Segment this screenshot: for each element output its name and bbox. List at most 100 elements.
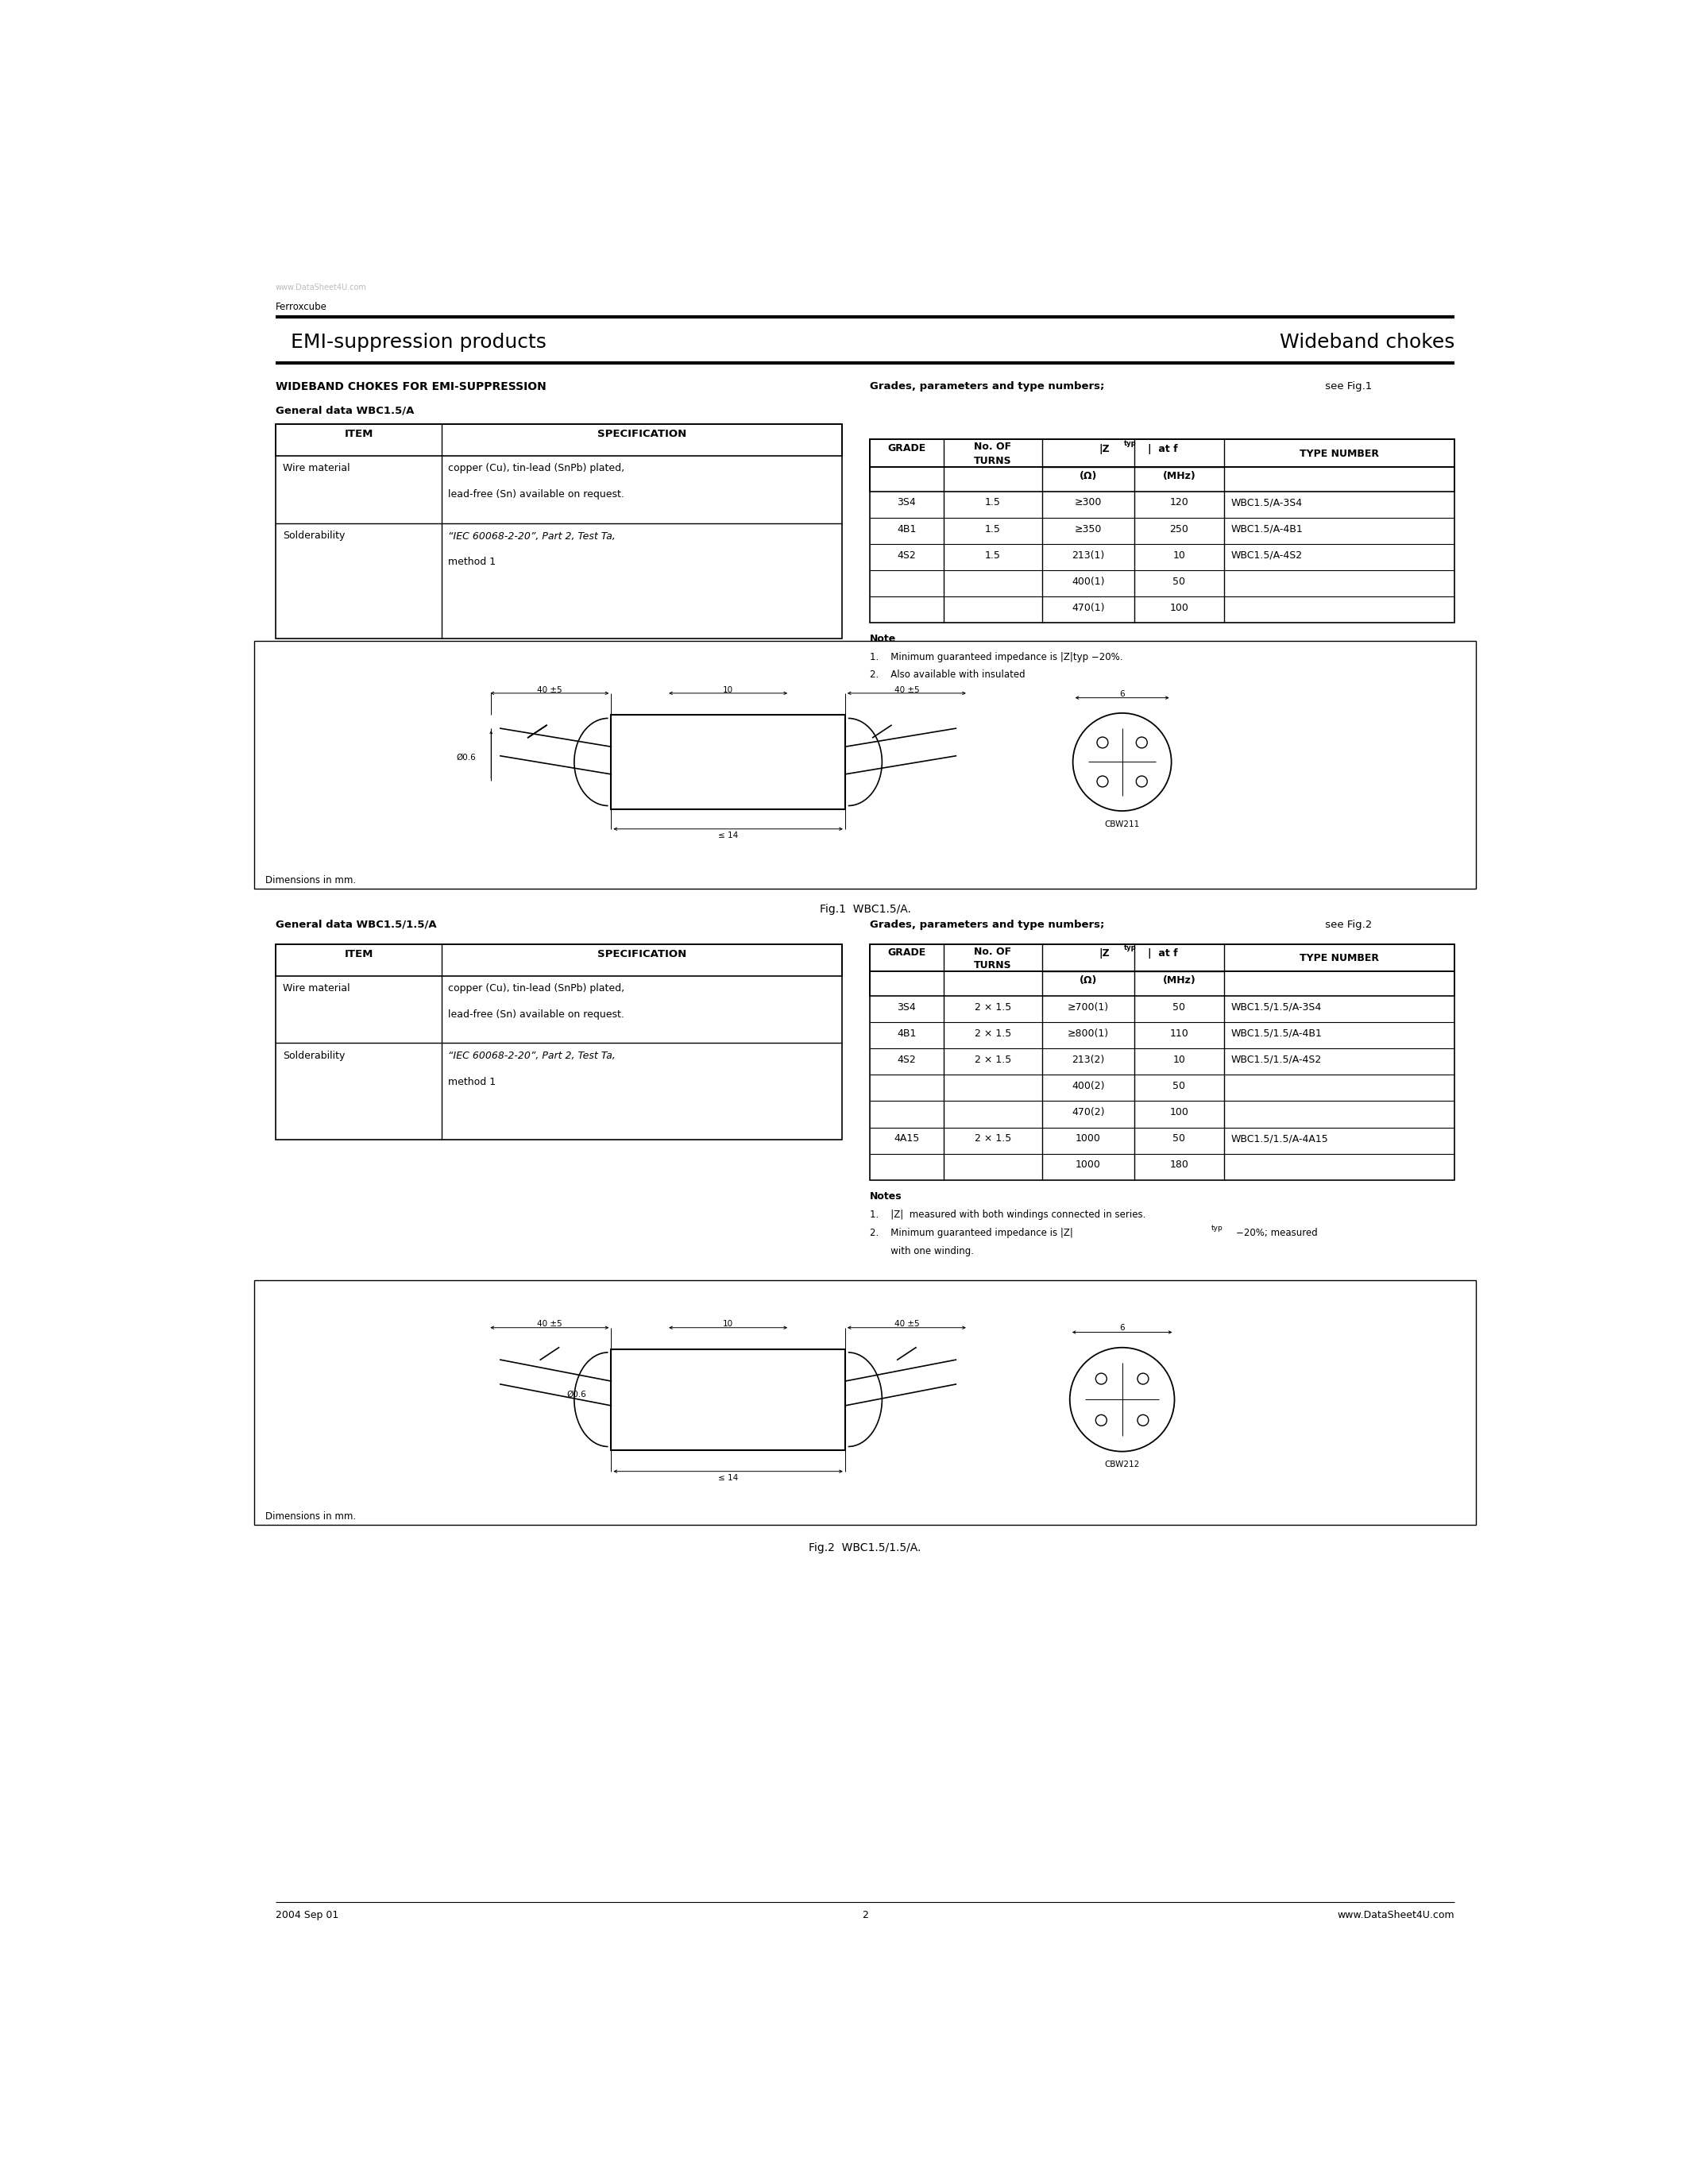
Text: Ø0.6: Ø0.6 — [567, 1391, 586, 1398]
Text: 10: 10 — [722, 686, 733, 695]
Text: Solderability: Solderability — [284, 1051, 346, 1061]
Text: TURNS: TURNS — [974, 961, 1011, 970]
Text: WBC1.5/A-4S2: WBC1.5/A-4S2 — [1231, 550, 1303, 561]
Text: |  at f: | at f — [1148, 948, 1178, 959]
Text: (MHz): (MHz) — [1163, 974, 1195, 985]
Text: GRADE: GRADE — [888, 948, 925, 959]
Text: 3S4: 3S4 — [898, 1002, 917, 1013]
Text: Grades, parameters and type numbers;: Grades, parameters and type numbers; — [869, 382, 1104, 391]
Text: (Ω): (Ω) — [1079, 974, 1097, 985]
Text: Ferroxcube: Ferroxcube — [275, 301, 327, 312]
Bar — [869, 943, 1455, 1179]
Text: 4B1: 4B1 — [896, 524, 917, 535]
Text: CBW212: CBW212 — [1104, 1461, 1139, 1468]
Text: 120: 120 — [1170, 498, 1188, 509]
Bar — [275, 943, 842, 1140]
Text: 2.    Also available with insulated: 2. Also available with insulated — [869, 668, 1025, 679]
Bar — [275, 943, 842, 976]
Text: 6: 6 — [1119, 1324, 1124, 1332]
Text: 2 × 1.5: 2 × 1.5 — [974, 1029, 1011, 1040]
Text: ≤ 14: ≤ 14 — [717, 1474, 738, 1481]
Text: 400(2): 400(2) — [1072, 1081, 1104, 1092]
Text: WBC1.5/1.5/A-4B1: WBC1.5/1.5/A-4B1 — [1231, 1029, 1322, 1040]
Text: Note: Note — [869, 633, 896, 644]
Text: GRADE: GRADE — [888, 443, 925, 454]
Text: Wire material: Wire material — [284, 463, 349, 474]
Text: 4B1: 4B1 — [896, 1029, 917, 1040]
Text: EMI-suppression products: EMI-suppression products — [290, 332, 547, 352]
Text: ≥700(1): ≥700(1) — [1067, 1002, 1109, 1013]
Text: Ø0.6: Ø0.6 — [456, 753, 476, 760]
Text: 2: 2 — [863, 1911, 868, 1920]
Bar — [255, 1280, 1475, 1524]
Text: 50: 50 — [1173, 577, 1185, 587]
Text: TYPE NUMBER: TYPE NUMBER — [1300, 448, 1379, 459]
Text: 1000: 1000 — [1075, 1133, 1101, 1144]
Text: 2004 Sep 01: 2004 Sep 01 — [275, 1911, 339, 1920]
Text: TURNS: TURNS — [974, 456, 1011, 465]
Text: Dimensions in mm.: Dimensions in mm. — [265, 876, 356, 887]
Text: General data WBC1.5/A: General data WBC1.5/A — [275, 406, 414, 417]
Text: WBC1.5/1.5/A-3S4: WBC1.5/1.5/A-3S4 — [1231, 1002, 1322, 1013]
Bar — [869, 439, 1455, 622]
Text: WBC1.5/A-3S4: WBC1.5/A-3S4 — [1231, 498, 1303, 509]
Text: method 1: method 1 — [447, 557, 496, 568]
Bar — [869, 943, 1455, 972]
Text: CBW211: CBW211 — [1104, 819, 1139, 828]
Text: Dimensions in mm.: Dimensions in mm. — [265, 1511, 356, 1522]
Text: 3S4: 3S4 — [898, 498, 917, 509]
Bar — [275, 424, 842, 638]
Text: Wideband chokes: Wideband chokes — [1280, 332, 1455, 352]
Text: method 1: method 1 — [447, 1077, 496, 1088]
Text: ITEM: ITEM — [344, 948, 373, 959]
Text: 2.    Minimum guaranteed impedance is |Z|: 2. Minimum guaranteed impedance is |Z| — [869, 1227, 1074, 1238]
Text: Wire material: Wire material — [284, 983, 349, 994]
Text: WIDEBAND CHOKES FOR EMI-SUPPRESSION: WIDEBAND CHOKES FOR EMI-SUPPRESSION — [275, 382, 547, 393]
Text: with one winding.: with one winding. — [869, 1247, 974, 1256]
Text: 180: 180 — [1170, 1160, 1188, 1171]
Text: 50: 50 — [1173, 1133, 1185, 1144]
Text: see Fig.1: see Fig.1 — [1322, 382, 1372, 391]
Text: 40 ±5: 40 ±5 — [895, 1321, 920, 1328]
Text: 1.5: 1.5 — [986, 498, 1001, 509]
Text: (MHz): (MHz) — [1163, 470, 1195, 480]
Text: Fig.1  WBC1.5/A.: Fig.1 WBC1.5/A. — [819, 904, 912, 915]
Text: 40 ±5: 40 ±5 — [537, 1321, 562, 1328]
Text: General data WBC1.5/1.5/A: General data WBC1.5/1.5/A — [275, 919, 437, 930]
Text: 2 × 1.5: 2 × 1.5 — [974, 1055, 1011, 1066]
Text: “IEC 60068-2-20”, Part 2, Test Ta,: “IEC 60068-2-20”, Part 2, Test Ta, — [447, 1051, 616, 1061]
Text: typ: typ — [1124, 439, 1136, 448]
Text: Solderability: Solderability — [284, 531, 346, 542]
Text: 40 ±5: 40 ±5 — [537, 686, 562, 695]
Text: 40 ±5: 40 ±5 — [895, 686, 920, 695]
Text: Fig.2  WBC1.5/1.5/A.: Fig.2 WBC1.5/1.5/A. — [809, 1542, 922, 1553]
Text: copper (Cu), tin-lead (SnPb) plated,: copper (Cu), tin-lead (SnPb) plated, — [447, 983, 625, 994]
Text: 110: 110 — [1170, 1029, 1188, 1040]
Text: |Z: |Z — [1099, 443, 1111, 454]
Text: 1.    Minimum guaranteed impedance is |Z|typ −20%.: 1. Minimum guaranteed impedance is |Z|ty… — [869, 653, 1123, 662]
Text: 100: 100 — [1170, 1107, 1188, 1118]
Text: ≥800(1): ≥800(1) — [1067, 1029, 1109, 1040]
Text: lead-free (Sn) available on request.: lead-free (Sn) available on request. — [447, 489, 625, 500]
Text: 2 × 1.5: 2 × 1.5 — [974, 1002, 1011, 1013]
Text: WBC1.5/1.5/A-4A15: WBC1.5/1.5/A-4A15 — [1231, 1133, 1328, 1144]
Text: 1.5: 1.5 — [986, 524, 1001, 535]
Text: typ: typ — [1212, 1225, 1224, 1232]
Text: WBC1.5/1.5/A-4S2: WBC1.5/1.5/A-4S2 — [1231, 1055, 1322, 1066]
Bar — [275, 424, 842, 456]
Text: WBC1.5/A-4B1: WBC1.5/A-4B1 — [1231, 524, 1303, 535]
Text: 4S2: 4S2 — [898, 1055, 917, 1066]
Text: 10: 10 — [722, 1321, 733, 1328]
Text: ≤ 14: ≤ 14 — [717, 832, 738, 839]
Text: SPECIFICATION: SPECIFICATION — [598, 948, 687, 959]
Text: No. OF: No. OF — [974, 441, 1011, 452]
Text: “IEC 60068-2-20”, Part 2, Test Ta,: “IEC 60068-2-20”, Part 2, Test Ta, — [447, 531, 616, 542]
Text: 10: 10 — [1173, 1055, 1185, 1066]
Text: 4A15: 4A15 — [895, 1133, 920, 1144]
Text: No. OF: No. OF — [974, 946, 1011, 957]
Text: 470(2): 470(2) — [1072, 1107, 1104, 1118]
Text: Notes: Notes — [869, 1190, 901, 1201]
Bar — [255, 642, 1475, 889]
Text: ITEM: ITEM — [344, 428, 373, 439]
Text: |  at f: | at f — [1148, 443, 1178, 454]
